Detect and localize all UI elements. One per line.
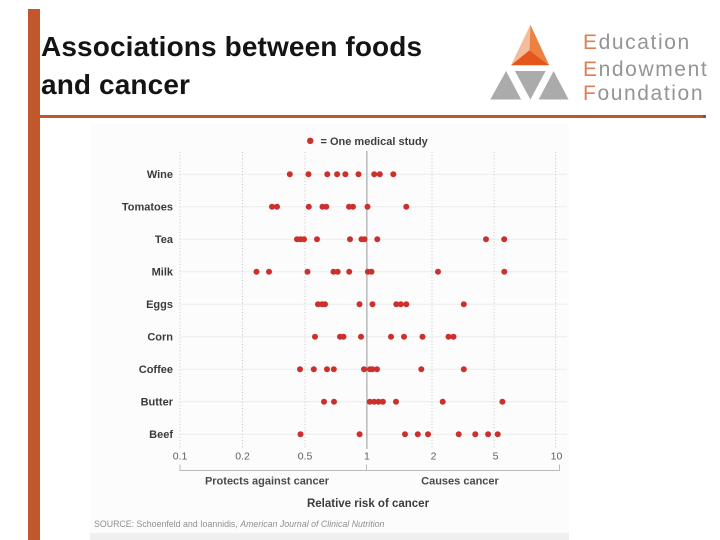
svg-text:0.2: 0.2	[235, 451, 250, 463]
svg-text:Beef: Beef	[149, 429, 173, 441]
svg-text:Causes cancer: Causes cancer	[421, 476, 499, 488]
svg-text:Tea: Tea	[155, 234, 174, 246]
svg-text:Milk: Milk	[152, 267, 174, 279]
svg-text:2: 2	[431, 451, 437, 463]
svg-text:Corn: Corn	[147, 332, 173, 344]
svg-text:= One medical study: = One medical study	[321, 136, 429, 148]
svg-text:0.1: 0.1	[173, 451, 188, 463]
svg-text:5: 5	[493, 451, 499, 463]
svg-text:Protects against cancer: Protects against cancer	[205, 476, 330, 488]
svg-text:0.5: 0.5	[298, 451, 313, 463]
svg-text:Eggs: Eggs	[146, 299, 173, 311]
svg-text:Relative risk of cancer: Relative risk of cancer	[307, 498, 430, 510]
svg-text:Tomatoes: Tomatoes	[122, 202, 173, 214]
svg-text:10: 10	[551, 451, 563, 463]
svg-text:1: 1	[364, 451, 370, 463]
svg-text:Wine: Wine	[147, 169, 173, 181]
svg-text:Coffee: Coffee	[139, 364, 173, 376]
svg-text:Butter: Butter	[141, 397, 174, 409]
